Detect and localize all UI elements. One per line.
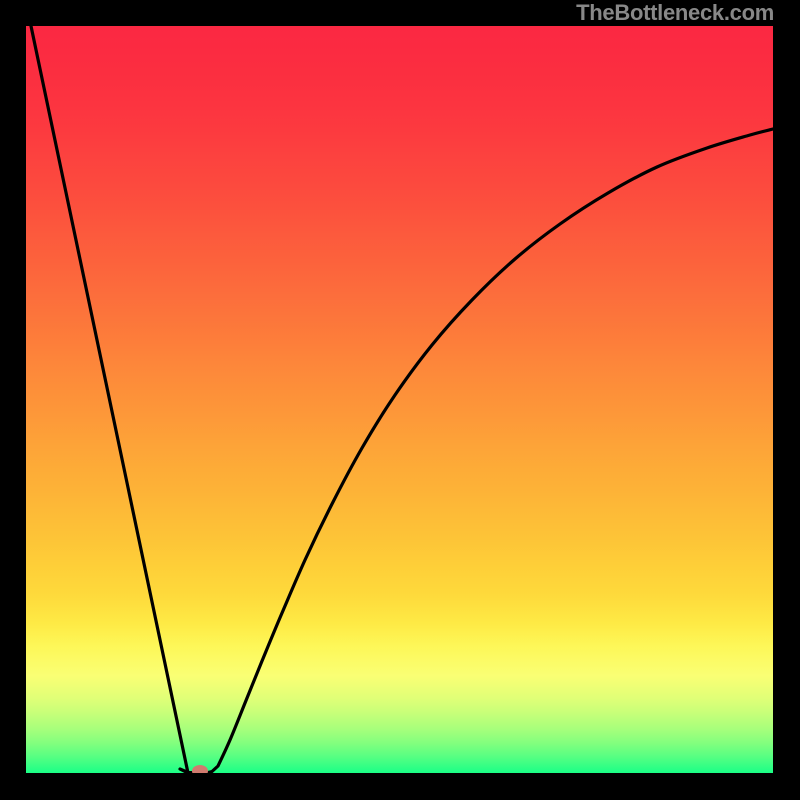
attribution-text: TheBottleneck.com	[576, 0, 774, 26]
gradient-background	[26, 26, 773, 773]
bottleneck-chart	[0, 0, 800, 800]
chart-frame: TheBottleneck.com	[0, 0, 800, 800]
